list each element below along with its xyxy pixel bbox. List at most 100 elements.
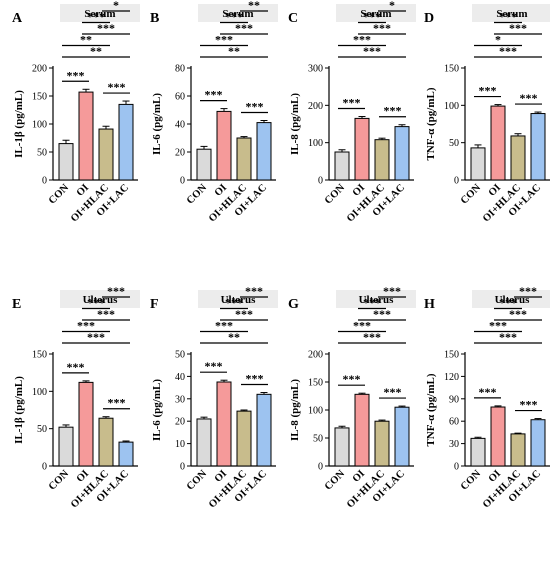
bar-oi [216,110,232,181]
bar-con [334,151,350,181]
y-tick-label: 150 [32,92,47,103]
y-axis-label: IL-1β (pg/mL) [13,90,25,158]
bar-oi [354,117,370,181]
y-tick-label: 50 [449,138,459,149]
bar-oi-lac [394,126,410,181]
significance-label: *** [479,84,497,98]
significance-label: *** [77,319,95,333]
significance-label: *** [235,21,253,35]
y-tick-label: 120 [444,372,459,383]
significance-label: *** [509,21,527,35]
y-axis-label: IL-8 (pg/mL) [289,379,301,441]
significance-label: *** [108,396,126,410]
bar-oi-hlac [374,420,390,467]
bar-oi-hlac [510,135,526,181]
significance-label: *** [343,372,361,386]
bar-oi [78,381,94,467]
significance-label: *** [499,296,517,310]
significance-label: *** [520,398,538,412]
y-tick-label: 200 [308,350,323,361]
y-tick-label: 150 [308,378,323,389]
y-tick-label: 0 [454,462,459,473]
bar-oi [490,406,506,467]
bar-oi-lac [530,419,546,467]
bar-oi-hlac [510,433,526,467]
significance-label: *** [235,307,253,321]
significance-label: *** [67,68,85,82]
significance-label: *** [384,104,402,118]
bar-oi-hlac [374,139,390,181]
significance-label: ** [228,330,240,344]
y-tick-label: 100 [308,138,323,149]
x-category-label: CON [47,182,72,207]
panel-header-bg [198,4,278,22]
significance-label: *** [225,296,243,310]
y-tick-label: 50 [37,424,47,435]
significance-label: *** [107,284,125,298]
significance-label: ** [248,0,260,12]
y-axis-label: IL-1β (pg/mL) [13,376,25,444]
y-tick-label: 0 [42,462,47,473]
significance-label: *** [343,96,361,110]
significance-label: *** [509,307,527,321]
bar-oi-lac [256,393,272,467]
significance-label: *** [384,385,402,399]
bar-con [196,148,212,181]
y-tick-label: 100 [444,101,459,112]
y-tick-label: 200 [308,101,323,112]
bar-con [334,427,350,467]
y-tick-label: 80 [175,64,185,75]
bar-con [196,418,212,467]
y-tick-label: 0 [42,176,47,187]
panel-header-bg [60,290,140,308]
panel-letter: B [150,11,159,26]
y-tick-label: 0 [180,462,185,473]
y-axis-label: TNF-α (pg/mL) [425,373,437,446]
y-tick-label: 200 [32,64,47,75]
panel-letter: A [12,11,23,26]
bar-oi-lac [394,406,410,467]
significance-label: *** [363,44,381,58]
y-axis-label: IL-8 (pg/mL) [289,93,301,155]
y-tick-label: 100 [32,387,47,398]
y-tick-label: 150 [444,64,459,75]
significance-label: *** [245,284,263,298]
significance-label: *** [519,284,537,298]
significance-label: * [389,0,395,12]
y-axis-label: TNF-α (pg/mL) [425,87,437,160]
y-tick-label: 20 [175,417,185,428]
significance-label: *** [499,44,517,58]
panel-letter: E [12,297,21,312]
significance-label: *** [87,10,105,24]
bar-oi-lac [530,113,546,181]
bar-oi [78,91,94,181]
x-category-label: CON [459,182,484,207]
bar-oi [216,381,232,467]
bar-oi-lac [118,103,134,181]
y-tick-label: 10 [175,439,185,450]
y-tick-label: 150 [444,350,459,361]
y-tick-label: 40 [175,372,185,383]
panel-header-bg [472,4,550,22]
y-tick-label: 0 [318,176,323,187]
significance-label: * [113,0,119,12]
bar-oi-lac [256,122,272,181]
bar-oi [354,393,370,467]
significance-label: *** [246,100,264,114]
panel-header-bg [336,4,416,22]
significance-label: *** [67,360,85,374]
significance-label: *** [97,21,115,35]
significance-label: *** [87,296,105,310]
x-category-label: CON [323,182,348,207]
significance-label: *** [215,319,233,333]
y-tick-label: 60 [175,92,185,103]
significance-label: ** [80,33,92,47]
x-category-label: CON [185,182,210,207]
significance-label: *** [205,359,223,373]
significance-label: *** [479,385,497,399]
